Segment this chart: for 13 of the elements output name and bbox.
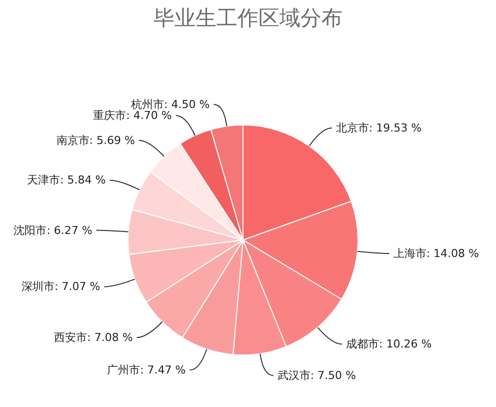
slice-label: 深圳市: 7.07 %: [22, 280, 100, 294]
slice-label: 西安市: 7.08 %: [54, 331, 133, 344]
slice-label: 上海市: 14.08 %: [393, 247, 479, 260]
chart-title: 毕业生工作区域分布: [152, 5, 344, 32]
slice-label: 成都市: 10.26 %: [346, 338, 432, 351]
slice-label: 沈阳市: 6.27 %: [14, 224, 92, 237]
slice-label: 天津市: 5.84 %: [27, 174, 106, 187]
slice-label: 杭州市: 4.50 %: [130, 98, 210, 111]
slice-label: 重庆市: 4.70 %: [93, 108, 172, 122]
slice-label: 南京市: 5.69 %: [56, 134, 135, 147]
slice-label: 北京市: 19.53 %: [336, 121, 422, 134]
slice-label: 武汉市: 7.50 %: [277, 368, 356, 382]
slice-label: 广州市: 7.47 %: [107, 364, 186, 376]
